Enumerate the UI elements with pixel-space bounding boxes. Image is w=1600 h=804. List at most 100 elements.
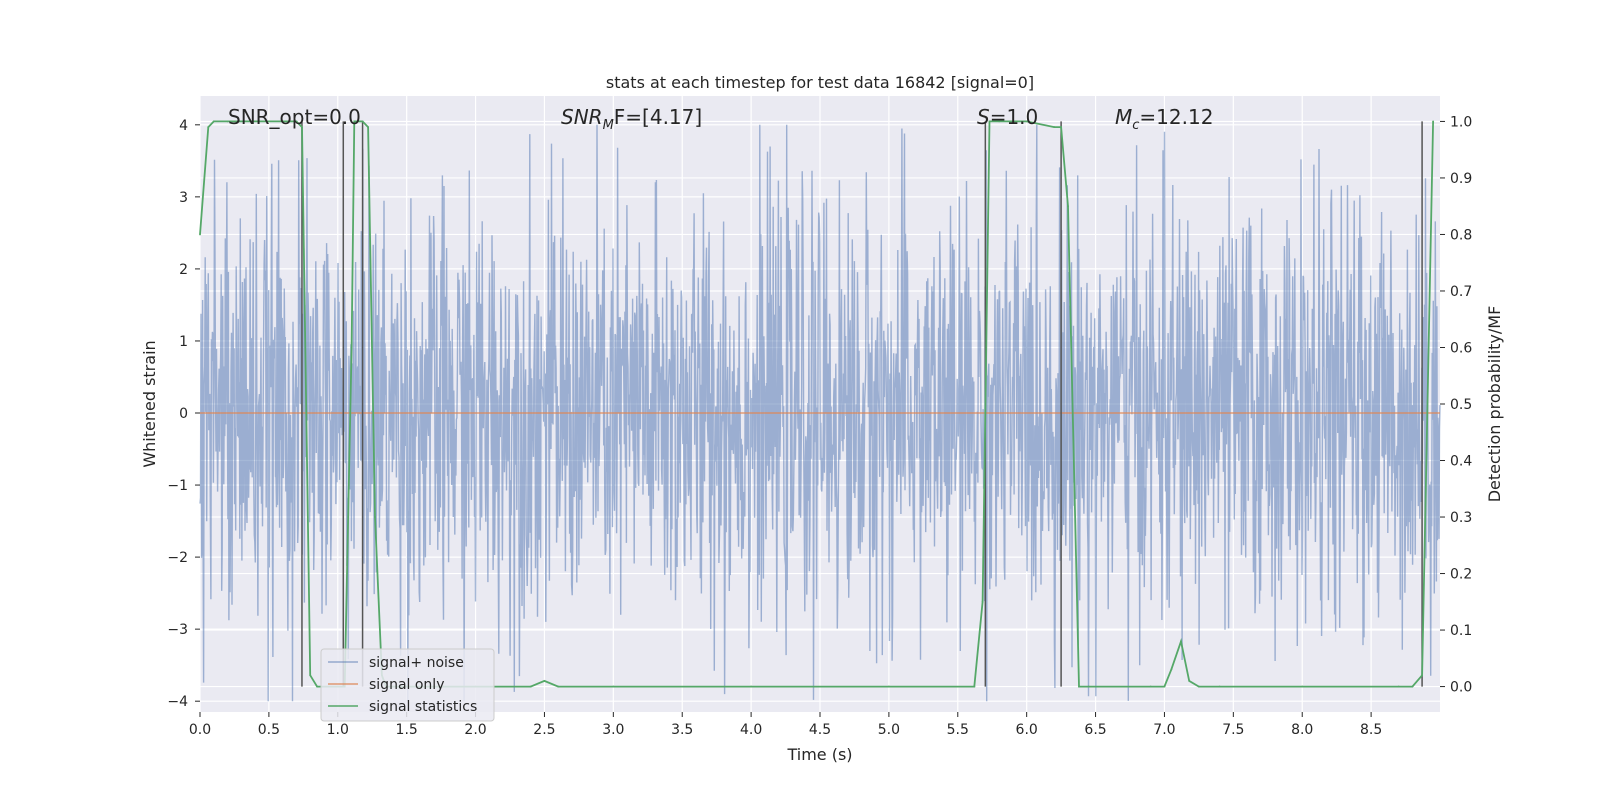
- annotation-mc-main: M: [1115, 105, 1132, 129]
- signal-statistics-point: [353, 120, 356, 123]
- legend-entry-signal-only: signal only: [369, 677, 444, 693]
- x-axis-label: Time (s): [786, 745, 852, 764]
- signal-statistics-point: [981, 600, 984, 603]
- x-tick-label: 2.0: [464, 722, 486, 738]
- signal-statistics-point: [367, 126, 369, 128]
- signal-statistics-point: [361, 120, 364, 123]
- signal-statistics-point: [1188, 680, 1191, 682]
- signal-statistics-point: [1397, 685, 1400, 688]
- signal-statistics-point: [295, 120, 298, 123]
- signal-statistics-point: [1197, 685, 1200, 688]
- y-tick-label: −4: [167, 694, 188, 710]
- x-tick-label: 6.0: [1016, 722, 1038, 738]
- signal-statistics-series: [199, 120, 1435, 688]
- signal-statistics-point: [1218, 685, 1221, 688]
- y-axis-label: Whitened strain: [140, 340, 159, 467]
- annotation-mc-sub: c: [1132, 118, 1139, 133]
- x-tick-label: 0.0: [189, 722, 211, 738]
- y-right-tick-label: 0.5: [1450, 397, 1472, 413]
- signal-statistics-point: [207, 126, 210, 128]
- signal-statistics-point: [309, 674, 312, 677]
- annotation-s-rest: =1.0: [990, 105, 1039, 129]
- y-right-tick-label: 0.4: [1450, 454, 1472, 470]
- signal-statistics-point: [1078, 685, 1080, 688]
- signal-statistics-point: [1087, 685, 1090, 688]
- y-right-tick-label: 0.7: [1450, 284, 1472, 300]
- legend-box: [320, 648, 495, 722]
- x-tick-label: 4.5: [809, 722, 831, 738]
- annotation-s: S=1.0: [977, 105, 1038, 129]
- signal-statistics-point: [1301, 685, 1304, 688]
- y-right-tick-label: 0.1: [1450, 623, 1472, 639]
- signal-statistics-point: [1170, 668, 1173, 671]
- signal-statistics-point: [1411, 685, 1414, 688]
- signal-noise-line: [199, 124, 1441, 702]
- annotation-snr-mf-rest: F=[4.17]: [614, 105, 702, 129]
- signal-statistics-point: [557, 685, 560, 688]
- x-tick-label: 3.5: [671, 722, 693, 738]
- y-right-tick-label: 0.2: [1450, 567, 1472, 583]
- legend-entry-signal-noise: signal+ noise: [369, 655, 464, 671]
- y-tick-label: 3: [179, 190, 188, 206]
- y-right-tick-label: 1.0: [1450, 114, 1472, 130]
- x-tick-label: 1.5: [396, 722, 418, 738]
- signal-statistics-point: [1060, 126, 1063, 128]
- signal-statistics-point: [281, 120, 284, 123]
- annotation-snr-opt: SNR_opt=0.0: [228, 105, 361, 129]
- x-tick-label: 2.5: [533, 722, 555, 738]
- tick-labels: 0.0 0.5 1.0 1.5 2.0 2.5 3.0 3.5 4.0 4.5 5.0 5.5 6.0 6…: [167, 114, 1472, 738]
- signal-statistics-point: [374, 516, 376, 518]
- signal-statistics-point: [1421, 674, 1423, 677]
- x-tick-label: 3.0: [602, 722, 624, 738]
- x-tick-label: 1.0: [327, 722, 349, 738]
- signal-statistics-point: [301, 126, 303, 128]
- x-tick-label: 5.5: [947, 722, 969, 738]
- y-tick-label: 2: [179, 262, 188, 278]
- signal-statistics-point: [316, 685, 319, 688]
- y-tick-label: 0: [179, 406, 188, 422]
- signal-noise-series: [199, 124, 1441, 702]
- x-tick-label: 7.0: [1153, 722, 1175, 738]
- signal-statistics-point: [1053, 126, 1056, 128]
- signal-statistics-point: [1025, 120, 1028, 123]
- annotation-snr-mf-sub: M: [603, 118, 614, 133]
- y-right-tick-label: 0.3: [1450, 510, 1472, 526]
- y-tick-label: 4: [179, 118, 188, 134]
- y-right-tick-label: 0.9: [1450, 171, 1472, 187]
- annotation-mc: Mc=12.12: [1115, 105, 1213, 133]
- chart-title: stats at each timestep for test data 168…: [606, 73, 1034, 92]
- annotations: SNR_opt=0.0 SNRMF=[4.17] S=1.0 Mc=12.12: [228, 105, 1213, 133]
- x-tick-label: 5.0: [878, 722, 900, 738]
- annotation-mc-rest: =12.12: [1139, 105, 1213, 129]
- signal-statistics-point: [1432, 120, 1435, 123]
- signal-statistics-point: [1067, 205, 1069, 208]
- x-tick-label: 8.5: [1360, 722, 1382, 738]
- y-right-tick-label: 0.0: [1450, 680, 1472, 696]
- signal-statistics-point: [350, 346, 353, 349]
- y-tick-label: −1: [167, 478, 188, 494]
- signal-statistics-point: [887, 685, 890, 688]
- annotation-snr-mf: SNRMF=[4.17]: [561, 105, 702, 133]
- y-right-tick-label: 0.6: [1450, 340, 1472, 356]
- x-tick-label: 8.0: [1291, 722, 1313, 738]
- y-tick-label: 1: [179, 334, 188, 350]
- y-right-tick-label: 0.8: [1450, 227, 1472, 243]
- signal-statistics-point: [199, 233, 201, 236]
- signal-statistics-line: [199, 120, 1434, 688]
- x-tick-label: 7.5: [1222, 722, 1244, 738]
- signal-statistics-point: [1180, 640, 1182, 643]
- x-tick-label: 4.0: [740, 722, 762, 738]
- signal-statistics-point: [998, 120, 1001, 123]
- x-tick-label: 6.5: [1084, 722, 1106, 738]
- signal-statistics-point: [612, 685, 615, 688]
- annotation-snr-mf-main: SNR: [561, 105, 603, 129]
- x-tick-label: 0.5: [258, 722, 280, 738]
- signal-statistics-point: [1149, 685, 1152, 688]
- annotation-s-main: S: [977, 105, 990, 129]
- signal-statistics-point: [529, 685, 532, 688]
- signal-statistics-point: [212, 120, 215, 123]
- signal-statistics-point: [988, 120, 991, 123]
- signal-statistics-point: [973, 685, 976, 688]
